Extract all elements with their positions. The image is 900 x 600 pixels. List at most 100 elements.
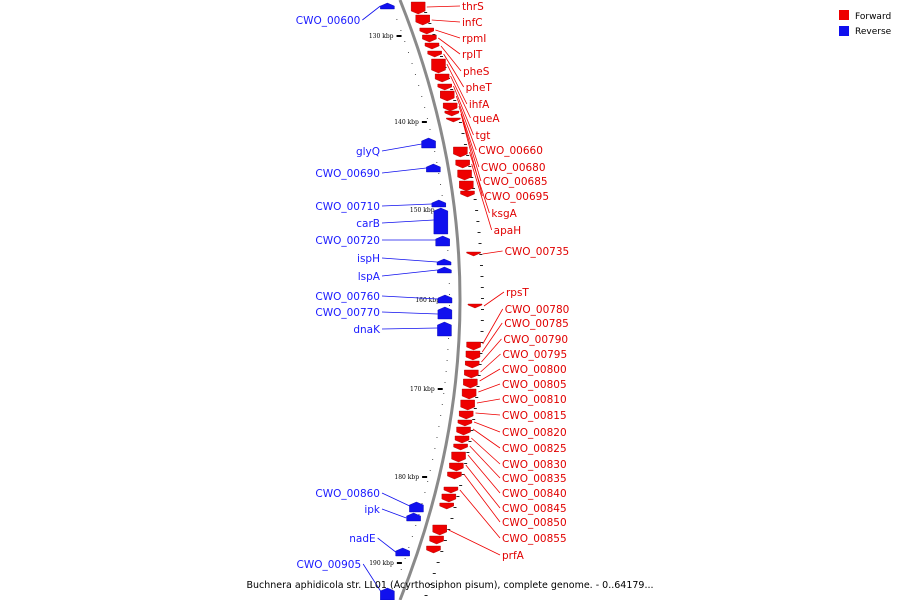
gene-leader-line [478, 383, 501, 393]
minor-tick [426, 118, 428, 119]
gene-leader-line [480, 353, 501, 373]
gene-label-phet: pheT [466, 82, 493, 94]
minor-tick [447, 529, 451, 530]
reverse-gene-arrow [437, 294, 453, 304]
minor-tick [448, 294, 450, 295]
gene-leader-line [469, 151, 490, 214]
minor-tick [411, 63, 413, 64]
scale-tick-mark [396, 35, 402, 37]
forward-gene-arrow [449, 462, 464, 472]
gene-label-infc: infC [462, 17, 483, 29]
gene-leader-line [431, 19, 461, 23]
gene-leader-line [381, 327, 438, 330]
minor-tick [421, 503, 423, 504]
gene-label-cwo-00855: CWO_00855 [502, 533, 567, 545]
minor-tick [439, 56, 443, 57]
minor-tick [432, 34, 436, 35]
minor-tick [479, 353, 483, 354]
gene-label-cwo-00710: CWO_00710 [315, 201, 380, 213]
forward-gene-arrow [459, 180, 474, 192]
gene-leader-line [440, 45, 462, 72]
legend: Forward Reverse [839, 10, 892, 37]
gene-leader-line [482, 308, 504, 345]
forward-gene-arrow [451, 451, 466, 463]
gene-label-cwo-00830: CWO_00830 [502, 459, 567, 471]
gene-leader-line [381, 257, 438, 263]
reverse-gene-arrow [435, 235, 450, 247]
gene-leader-line [475, 412, 501, 416]
minor-tick [456, 496, 460, 497]
gene-leader-line [459, 489, 501, 539]
gene-leader-line [481, 338, 502, 363]
gene-label-cwo-00820: CWO_00820 [502, 427, 567, 439]
gene-leader-line [473, 421, 501, 433]
scale-tick-label: 190 kbp [369, 560, 394, 567]
forward-gene-arrow [437, 83, 452, 91]
gene-leader-line [438, 37, 461, 55]
forward-gene-arrow [442, 102, 458, 112]
gene-label-lspa: lspA [358, 271, 381, 283]
gene-label-apah: apaH [494, 225, 521, 237]
scale-tick-mark [396, 562, 402, 564]
gene-label-cwo-00720: CWO_00720 [315, 235, 380, 247]
forward-gene-arrow [415, 14, 430, 26]
minor-tick [424, 492, 426, 493]
gene-leader-line [381, 508, 407, 519]
minor-tick [479, 254, 483, 255]
forward-gene-arrow [427, 50, 442, 58]
gene-label-isph: ispH [357, 253, 380, 265]
minor-tick [427, 481, 429, 482]
scale-ticks: 130 kbp 140 kbp 150 kbp 160 kbp 170 kbp 180 k… [369, 8, 484, 596]
minor-tick [470, 430, 474, 431]
gene-leader-line [450, 75, 471, 119]
forward-gene-arrow [465, 350, 481, 361]
minor-tick [473, 199, 477, 200]
minor-tick [418, 514, 420, 515]
minor-tick [466, 452, 470, 453]
scale-tick-label: 180 kbp [394, 474, 419, 481]
minor-tick [473, 408, 477, 409]
minor-tick [447, 250, 449, 251]
minor-tick [475, 210, 479, 211]
forward-gene-arrow [457, 419, 473, 427]
minor-tick [480, 331, 484, 332]
reverse-gene-arrow [380, 587, 395, 600]
reverse-gene-arrow [431, 199, 446, 208]
gene-leader-line [381, 143, 422, 152]
minor-tick [432, 459, 434, 460]
minor-tick [448, 338, 450, 339]
minor-tick [407, 52, 409, 53]
minor-tick [453, 100, 457, 101]
minor-tick [478, 243, 482, 244]
minor-tick [424, 107, 426, 108]
gene-leader-line [462, 119, 483, 197]
scale-tick-mark [437, 388, 443, 390]
reverse-gene-arrow [380, 2, 395, 10]
forward-gene-arrow [447, 471, 462, 480]
minor-tick [396, 19, 398, 20]
gene-leader-line [483, 291, 505, 307]
legend-forward-label: Forward [855, 12, 891, 22]
gene-label-glyq: glyQ [356, 146, 380, 158]
minor-tick [446, 360, 448, 361]
gene-label-cwo-00785: CWO_00785 [504, 318, 569, 330]
gene-leader-line [381, 295, 439, 300]
minor-tick [411, 536, 413, 537]
gene-label-ksga: ksgA [491, 208, 517, 220]
minor-tick [438, 426, 440, 427]
minor-tick [434, 448, 436, 449]
minor-tick [415, 525, 417, 526]
minor-tick [450, 518, 454, 519]
forward-gene-arrow [422, 34, 437, 43]
gene-label-cwo-00815: CWO_00815 [502, 410, 567, 422]
gene-leader-line [443, 53, 464, 88]
gene-label-cwo-00860: CWO_00860 [315, 488, 380, 500]
gene-leader-line [472, 428, 501, 449]
minor-tick [464, 463, 468, 464]
minor-tick [480, 276, 484, 277]
forward-gene-arrow [464, 369, 479, 379]
legend-forward-swatch [839, 10, 849, 20]
forward-gene-arrow [440, 90, 455, 102]
minor-tick [480, 309, 484, 310]
